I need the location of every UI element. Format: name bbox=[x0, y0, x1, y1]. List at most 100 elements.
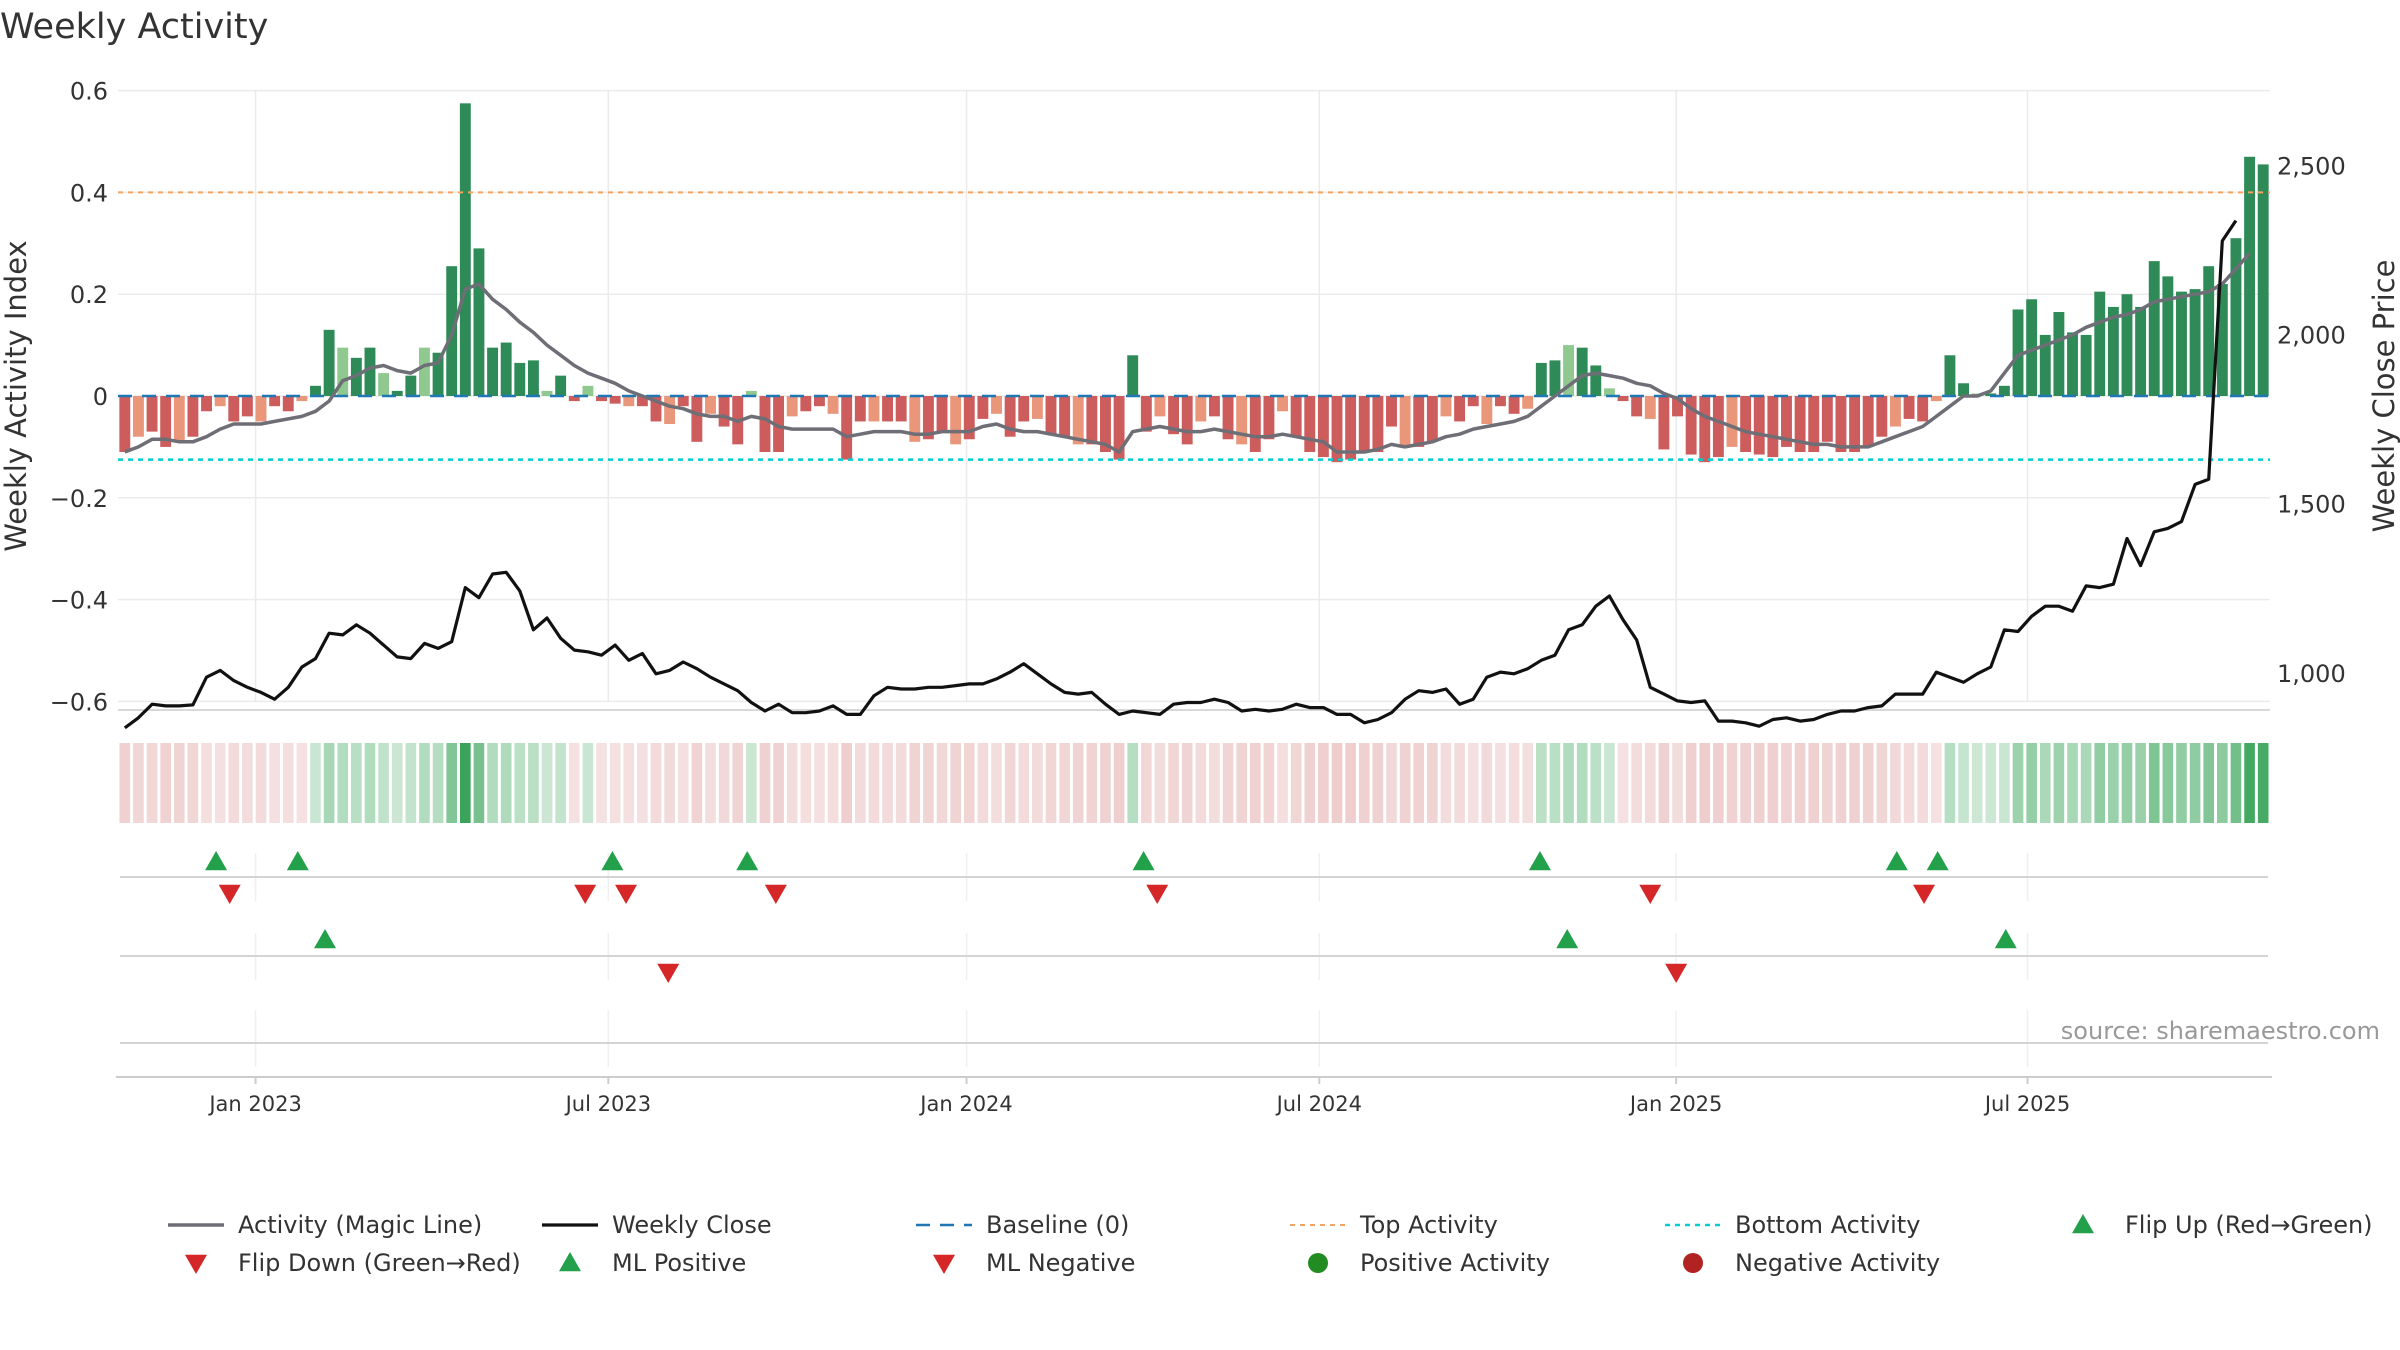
activity-bar bbox=[745, 390, 757, 396]
activity-bar bbox=[2107, 306, 2119, 396]
activity-bar bbox=[1277, 396, 1288, 412]
activity-bar bbox=[1086, 396, 1098, 445]
strip-cell bbox=[1890, 743, 1901, 823]
activity-bar bbox=[1140, 396, 1152, 432]
activity-bar bbox=[255, 396, 267, 422]
activity-bar bbox=[1903, 396, 1915, 419]
strip-cell bbox=[133, 743, 144, 823]
activity-bar bbox=[1549, 360, 1561, 396]
strip-cell bbox=[2257, 743, 2269, 823]
activity-bar bbox=[459, 103, 471, 396]
activity-bar bbox=[1631, 396, 1643, 417]
activity-bar bbox=[977, 396, 989, 419]
activity-bar bbox=[337, 347, 349, 396]
activity-bar bbox=[609, 396, 621, 404]
strip-cell bbox=[732, 743, 744, 823]
activity-bar bbox=[1740, 396, 1752, 452]
activity-bar bbox=[1113, 396, 1125, 460]
activity-bar bbox=[1985, 393, 1997, 396]
strip-cell bbox=[1944, 743, 1956, 823]
strip-cell bbox=[1318, 743, 1329, 823]
strip-cell bbox=[1181, 743, 1193, 823]
strip-cell bbox=[1018, 743, 1030, 823]
activity-bar bbox=[664, 396, 676, 424]
date-tick-label: Jan 2023 bbox=[207, 1092, 302, 1116]
activity-bar bbox=[1753, 396, 1765, 455]
strip-cell bbox=[950, 743, 961, 823]
activity-bar bbox=[882, 396, 893, 422]
strip-cell bbox=[991, 743, 1002, 823]
strip-cell bbox=[1876, 743, 1888, 823]
strip-cell bbox=[623, 743, 635, 823]
strip-cell bbox=[351, 743, 362, 823]
activity-bar bbox=[1576, 347, 1588, 396]
activity-bar bbox=[1481, 396, 1493, 424]
strip-cell bbox=[1822, 743, 1833, 823]
left-tick-label: 0.2 bbox=[70, 281, 108, 309]
legend-item-ml-negative: ML Negative bbox=[933, 1249, 1135, 1277]
strip-cell bbox=[1072, 743, 1084, 823]
activity-bar bbox=[1154, 396, 1166, 417]
strip-cell bbox=[1808, 743, 1820, 823]
activity-bar bbox=[555, 375, 567, 396]
strip-cell bbox=[664, 743, 675, 823]
strip-cell bbox=[1508, 743, 1520, 823]
activity-bar bbox=[1794, 396, 1806, 452]
activity-bar bbox=[677, 396, 689, 407]
activity-bar bbox=[187, 396, 199, 437]
strip-cell bbox=[1045, 743, 1057, 823]
legend-item-baseline: Baseline (0) bbox=[916, 1211, 1129, 1239]
strip-cell bbox=[2148, 743, 2160, 823]
activity-bar bbox=[1767, 396, 1779, 458]
strip-cell bbox=[1386, 743, 1397, 823]
strip-cell bbox=[160, 743, 171, 823]
legend-swatch-ml-positive bbox=[559, 1252, 581, 1272]
strip-cell bbox=[1345, 743, 1356, 823]
activity-bar bbox=[487, 347, 499, 396]
grid-layer bbox=[118, 89, 2270, 711]
strip-cell bbox=[2176, 743, 2187, 823]
activity-bar bbox=[922, 396, 934, 440]
strip-cell bbox=[1495, 743, 1506, 823]
strip-cell bbox=[1604, 743, 1615, 823]
activity-bar bbox=[1399, 396, 1411, 447]
flip-up-marker bbox=[1926, 851, 1949, 871]
legend-swatch-ml-negative bbox=[933, 1254, 955, 1274]
activity-bar bbox=[1889, 396, 1901, 427]
strip-cell bbox=[2230, 743, 2242, 823]
activity-bar bbox=[1699, 396, 1711, 463]
activity-bar bbox=[1236, 396, 1248, 445]
strip-cell bbox=[705, 743, 716, 823]
axis-ticks: 0.6 0.4 0.2 0 −0.2 −0.4 −0.6 2,500 2,000 1,500 1,0… bbox=[50, 78, 2346, 717]
strip-cell bbox=[895, 743, 907, 823]
activity-bar bbox=[1127, 355, 1139, 396]
flip-down-marker bbox=[615, 884, 638, 904]
strip-cell bbox=[2094, 743, 2106, 823]
activity-bar bbox=[1781, 396, 1792, 447]
activity-bars bbox=[119, 103, 2269, 463]
strip-cell bbox=[514, 743, 526, 823]
activity-bar bbox=[854, 396, 866, 422]
strip-cell bbox=[1467, 743, 1479, 823]
strip-cell bbox=[1713, 743, 1724, 823]
strip-cell bbox=[1358, 743, 1370, 823]
flip-down-marker bbox=[1913, 884, 1936, 904]
strip-cell bbox=[1413, 743, 1425, 823]
strip-cell bbox=[882, 743, 893, 823]
legend-label-flip-down: Flip Down (Green→Red) bbox=[238, 1249, 521, 1277]
strip-cell bbox=[460, 743, 471, 823]
activity-bar bbox=[895, 396, 907, 422]
activity-bar bbox=[691, 396, 703, 442]
activity-bar bbox=[1876, 396, 1888, 437]
activity-bar bbox=[378, 373, 390, 396]
activity-bar bbox=[2189, 289, 2201, 396]
activity-bar bbox=[1031, 396, 1043, 419]
activity-bar bbox=[514, 362, 526, 396]
strip-cell bbox=[446, 743, 458, 823]
strip-cell bbox=[596, 743, 607, 823]
legend-item-bottom-activity: Bottom Activity bbox=[1665, 1211, 1920, 1239]
strip-cell bbox=[419, 743, 430, 823]
activity-bar bbox=[2080, 334, 2092, 396]
activity-bar bbox=[2203, 266, 2215, 396]
